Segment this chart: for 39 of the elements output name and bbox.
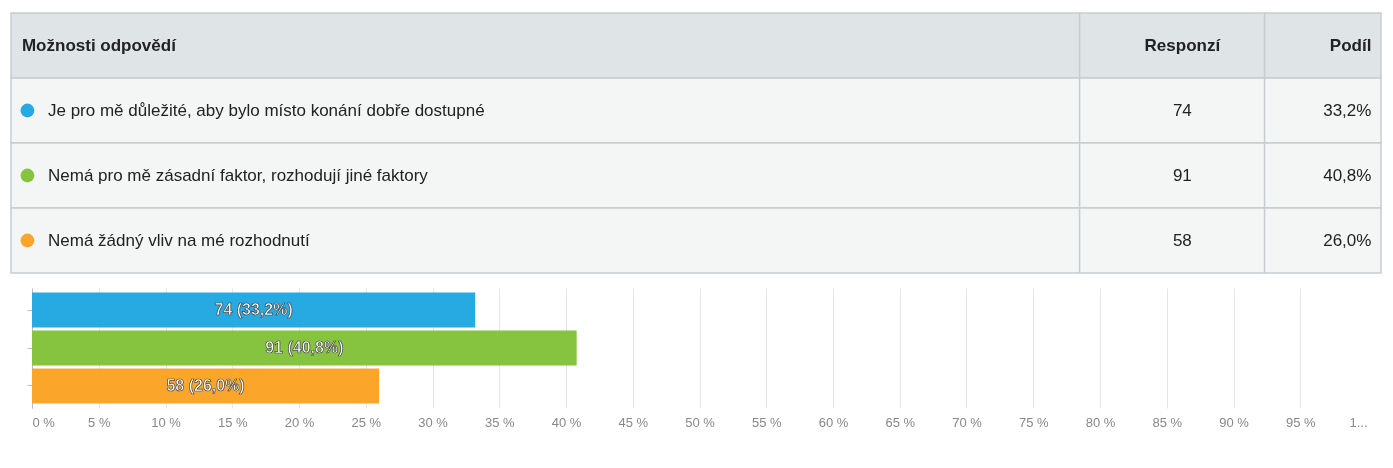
x-tick-label: 30 % xyxy=(418,414,449,430)
text: Nemá žádný vliv na mé rozhodnutí xyxy=(47,230,311,250)
x-tick-label: 20 % xyxy=(284,414,315,430)
text: 33,2% xyxy=(1323,100,1372,120)
text: Responzí xyxy=(1144,35,1222,55)
data-label: 58 (26,0%) xyxy=(166,376,245,394)
x-tick-label: 65 % xyxy=(885,414,916,430)
data-label: 91 (40,8%) xyxy=(265,339,344,356)
data-label: 74 (33,2%) xyxy=(214,301,293,319)
bar xyxy=(32,368,380,404)
bar xyxy=(32,292,476,328)
x-tick-label: 5 % xyxy=(88,414,111,430)
text: Podíl xyxy=(1329,35,1372,55)
text: 26,0% xyxy=(1323,230,1372,250)
text: 91 xyxy=(1172,165,1192,185)
text: Je pro mě důležité, aby bylo místo konání dobře dostupné xyxy=(47,100,485,120)
x-tick-label: 45 % xyxy=(618,414,649,430)
text: Nemá pro mě zásadní faktor, rozhodují jiné faktory xyxy=(47,165,429,185)
text: 40,8% xyxy=(1323,165,1372,185)
x-tick-label: 75 % xyxy=(1018,414,1049,430)
x-tick-label: 85 % xyxy=(1152,414,1183,430)
text: Možnosti odpovědí xyxy=(21,35,178,55)
text: 58 xyxy=(1172,230,1192,250)
x-tick-label: 35 % xyxy=(484,414,515,430)
x-tick-label: 25 % xyxy=(351,414,382,430)
x-tick-label: 90 % xyxy=(1219,414,1250,430)
x-tick-label: 60 % xyxy=(818,414,849,430)
x-tick-label: 1... xyxy=(1349,414,1368,430)
x-tick-label: 55 % xyxy=(751,414,782,430)
x-tick-label: 40 % xyxy=(551,414,582,430)
x-tick-label: 70 % xyxy=(952,414,983,430)
bar xyxy=(32,330,577,366)
x-tick-label: 95 % xyxy=(1285,414,1316,430)
x-tick-label: 50 % xyxy=(685,414,716,430)
x-tick-label: 10 % xyxy=(151,414,182,430)
x-tick-label: 15 % xyxy=(217,414,248,430)
x-tick-label: 0 % xyxy=(32,414,56,430)
x-tick-label: 80 % xyxy=(1085,414,1116,430)
text: 74 xyxy=(1172,100,1192,120)
